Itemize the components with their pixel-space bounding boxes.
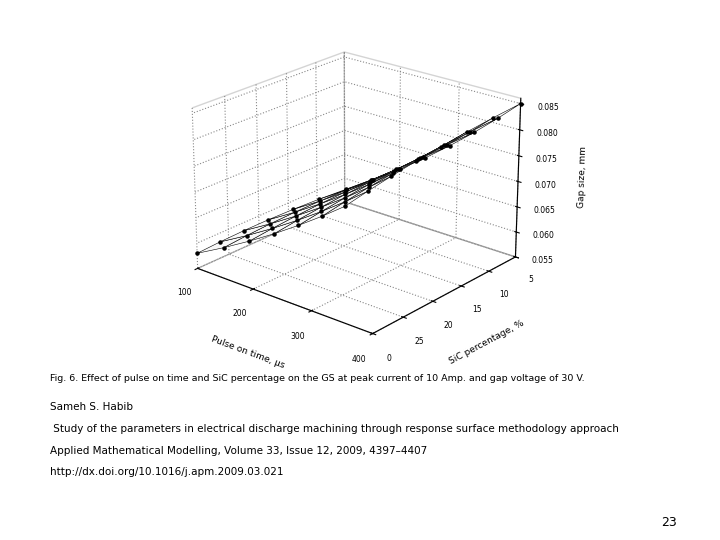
Y-axis label: SiC percentage, %: SiC percentage, % (448, 319, 526, 366)
Text: Sameh S. Habib: Sameh S. Habib (50, 402, 133, 413)
Text: Study of the parameters in electrical discharge machining through response surfa: Study of the parameters in electrical di… (50, 424, 619, 434)
Text: 23: 23 (661, 516, 677, 530)
Text: Fig. 6. Effect of pulse on time and SiC percentage on the GS at peak current of : Fig. 6. Effect of pulse on time and SiC … (50, 374, 585, 383)
X-axis label: Pulse on time, μs: Pulse on time, μs (210, 334, 286, 369)
Text: http://dx.doi.org/10.1016/j.apm.2009.03.021: http://dx.doi.org/10.1016/j.apm.2009.03.… (50, 467, 284, 477)
Text: Applied Mathematical Modelling, Volume 33, Issue 12, 2009, 4397–4407: Applied Mathematical Modelling, Volume 3… (50, 446, 428, 456)
